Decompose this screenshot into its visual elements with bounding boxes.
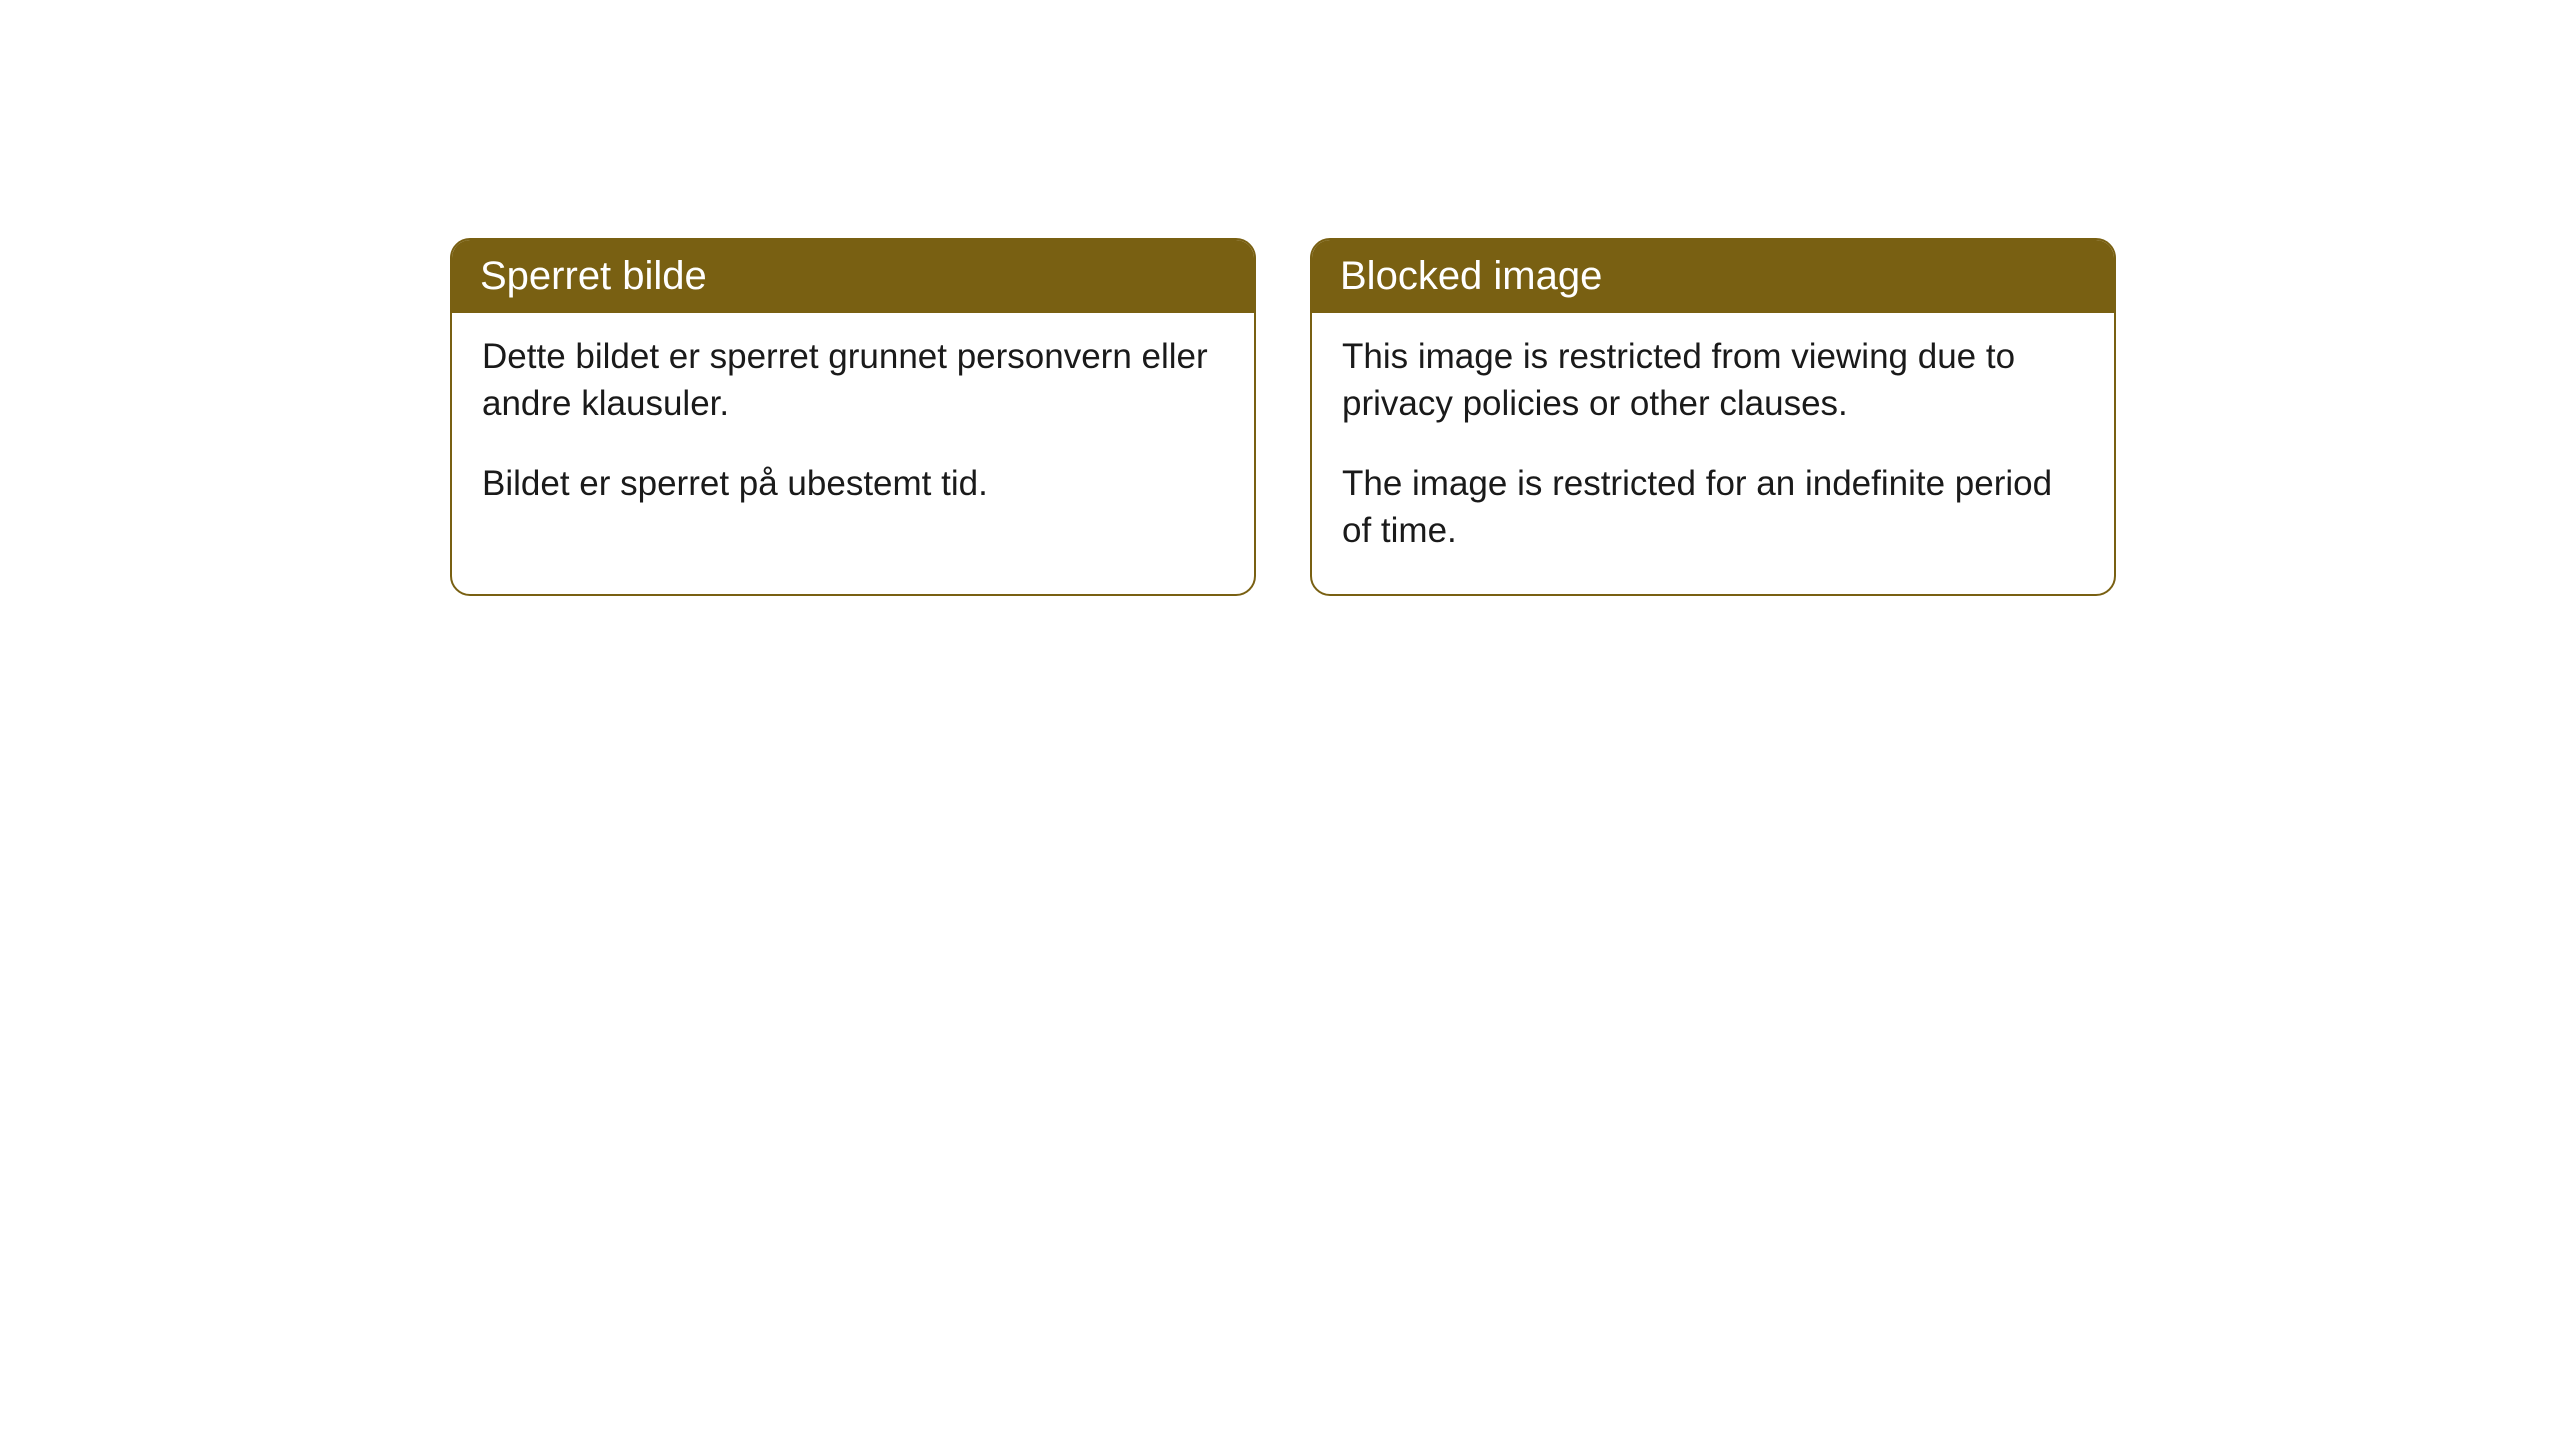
card-title: Sperret bilde bbox=[480, 254, 707, 298]
card-paragraph-2: Bildet er sperret på ubestemt tid. bbox=[482, 460, 1224, 507]
card-body: This image is restricted from viewing du… bbox=[1312, 313, 2114, 594]
card-body: Dette bildet er sperret grunnet personve… bbox=[452, 313, 1254, 547]
card-paragraph-1: This image is restricted from viewing du… bbox=[1342, 333, 2084, 428]
card-title: Blocked image bbox=[1340, 254, 1602, 298]
card-header: Blocked image bbox=[1312, 240, 2114, 313]
card-paragraph-1: Dette bildet er sperret grunnet personve… bbox=[482, 333, 1224, 428]
blocked-image-card-english: Blocked image This image is restricted f… bbox=[1310, 238, 2116, 596]
cards-container: Sperret bilde Dette bildet er sperret gr… bbox=[0, 0, 2560, 596]
card-header: Sperret bilde bbox=[452, 240, 1254, 313]
card-paragraph-2: The image is restricted for an indefinit… bbox=[1342, 460, 2084, 555]
blocked-image-card-norwegian: Sperret bilde Dette bildet er sperret gr… bbox=[450, 238, 1256, 596]
